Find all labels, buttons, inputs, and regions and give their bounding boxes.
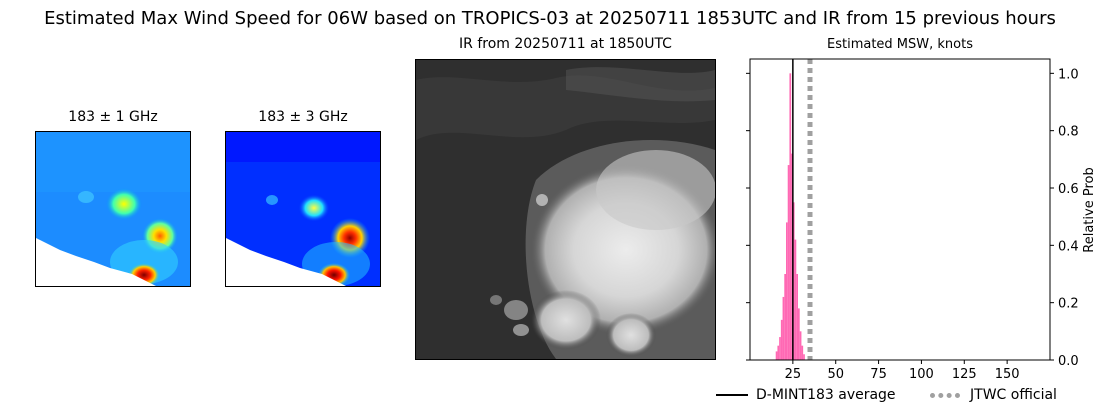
- y-tick-label: 0.6: [1058, 182, 1079, 197]
- x-tick-label: 150: [995, 367, 1020, 382]
- mw3-image: [225, 131, 381, 287]
- hist-bar: [789, 73, 792, 360]
- mw3-title: 183 ± 3 GHz: [258, 109, 348, 125]
- mw1-image-svg: [36, 132, 190, 286]
- y-axis: 0.0 0.2 0.4 0.6 0.8 1.0: [746, 67, 1079, 369]
- mw1-image: [35, 131, 191, 287]
- hist-bar: [791, 153, 793, 360]
- legend-official-label: JTWC official: [970, 387, 1057, 403]
- legend-average-swatch: [716, 394, 748, 396]
- y-tick-label: 0.4: [1058, 239, 1079, 254]
- hist-bar: [782, 296, 785, 360]
- ir-image-svg: [416, 60, 715, 359]
- hist-chart: 25 50 75 100 125 150 0.0 0.2 0.4 0.6 0.8 1.0 Relat…: [746, 58, 1097, 382]
- x-tick-label: 125: [952, 367, 977, 382]
- legend: D-MINT183 average JTWC official: [716, 387, 1057, 403]
- hist-bar: [784, 274, 786, 360]
- x-tick-label: 75: [870, 367, 887, 382]
- hist-bar: [801, 345, 804, 360]
- y-tick-label: 1.0: [1058, 67, 1079, 82]
- hist-bars: [775, 73, 805, 360]
- hist-bar: [787, 165, 790, 360]
- x-tick-label: 50: [827, 367, 844, 382]
- hist-bar: [777, 345, 780, 360]
- x-tick-label: 100: [909, 367, 934, 382]
- hist-bar: [786, 222, 788, 360]
- ir-title: IR from 20250711 at 1850UTC: [459, 36, 672, 52]
- hist-bar: [796, 274, 798, 360]
- mw3-image-svg: [226, 132, 380, 286]
- figure-title: Estimated Max Wind Speed for 06W based o…: [44, 8, 1056, 29]
- ir-image: [415, 59, 716, 360]
- x-tick-label: 25: [785, 367, 802, 382]
- hist-bar: [798, 308, 800, 360]
- legend-official-swatch: [930, 392, 961, 398]
- hist-bar: [794, 239, 797, 360]
- y-axis-label: Relative Prob: [1082, 167, 1097, 252]
- hist-bar: [775, 351, 778, 360]
- hist-bar: [803, 354, 805, 360]
- x-axis: 25 50 75 100 125 150: [785, 360, 1020, 382]
- hist-bar: [779, 337, 781, 360]
- hist-title: Estimated MSW, knots: [827, 37, 973, 52]
- mw1-title: 183 ± 1 GHz: [68, 109, 158, 125]
- legend-average-label: D-MINT183 average: [756, 387, 896, 403]
- y-tick-label: 0.8: [1058, 125, 1079, 140]
- y-tick-label: 0.2: [1058, 297, 1079, 312]
- y-tick-label: 0.0: [1058, 354, 1079, 369]
- hist-bar: [799, 331, 802, 360]
- hist-bar: [792, 202, 795, 360]
- hist-frame: [749, 58, 1051, 361]
- hist-bar: [780, 319, 783, 360]
